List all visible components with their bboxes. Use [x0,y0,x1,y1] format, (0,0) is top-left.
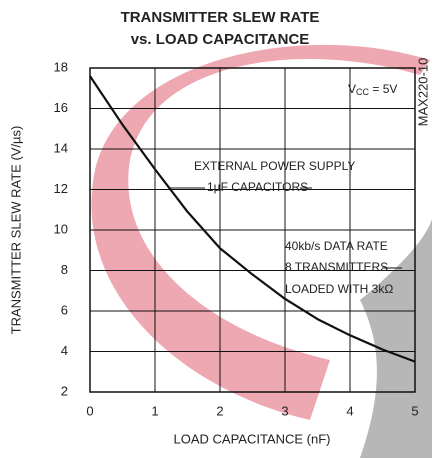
annotation: 40kb/s DATA RATE [285,239,388,253]
annotation: LOADED WITH 3kΩ [285,282,393,296]
chart-title: TRANSMITTER SLEW RATE [121,9,320,26]
vcc-sub: CC [356,87,369,97]
y-tick-label: 8 [61,262,68,277]
annotation: EXTERNAL POWER SUPPLY [194,159,355,173]
y-tick-label: 16 [54,100,68,115]
x-tick-label: 2 [216,403,223,418]
y-tick-label: 14 [54,140,68,155]
y-tick-label: 18 [54,59,68,74]
x-tick-label: 3 [281,403,288,418]
figure-id: MAX220-10 [415,58,430,127]
y-axis-title: TRANSMITTER SLEW RATE (V/µs) [8,126,23,335]
chart-subtitle: vs. LOAD CAPACITANCE [131,31,310,48]
y-tick-label: 2 [61,383,68,398]
x-axis-title: LOAD CAPACITANCE (nF) [174,431,331,446]
chart: TRANSMITTER SLEW RATE vs. LOAD CAPACITAN… [0,0,432,458]
vcc-annotation: VCC = 5V [348,82,397,97]
vcc-v: V [348,82,356,96]
y-tick-label: 10 [54,221,68,236]
x-tick-label: 0 [86,403,93,418]
y-tick-label: 4 [61,343,68,358]
x-tick-label: 5 [411,403,418,418]
vcc-rest: = 5V [369,82,397,96]
y-tick-label: 12 [54,181,68,196]
x-tick-label: 4 [346,403,353,418]
y-tick-label: 6 [61,302,68,317]
x-tick-label: 1 [151,403,158,418]
annotation: 1µF CAPACITORS [207,180,308,194]
annotation: 8 TRANSMITTERS [285,260,388,274]
